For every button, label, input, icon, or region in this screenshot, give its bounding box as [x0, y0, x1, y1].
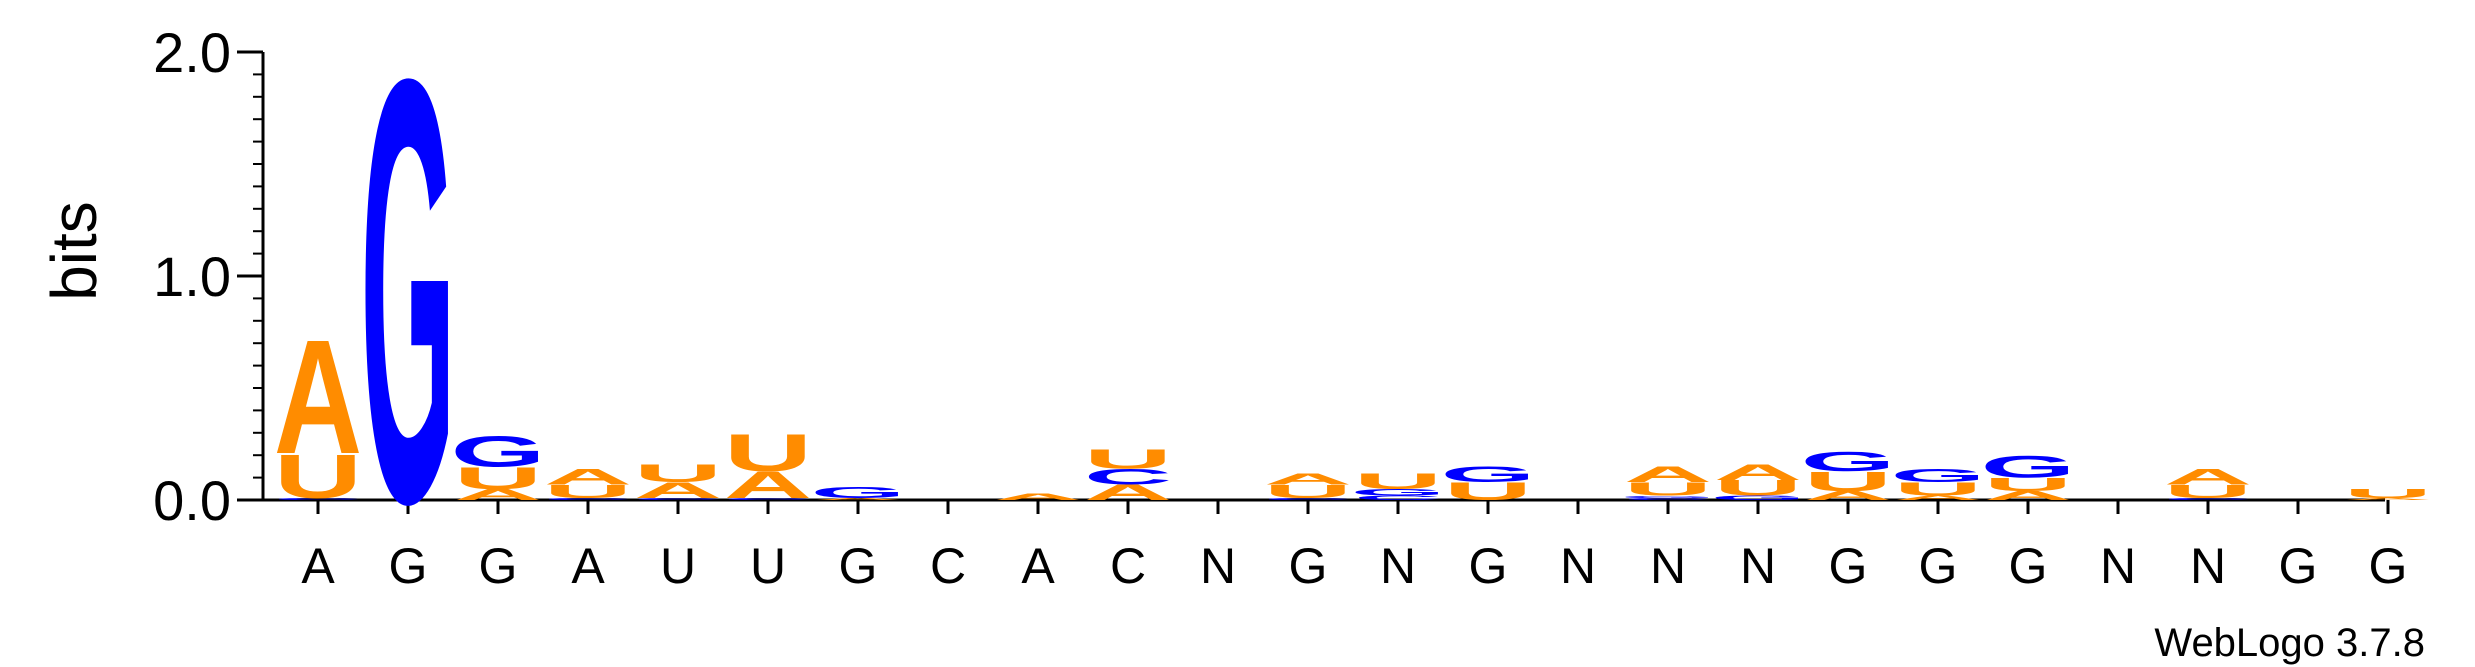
glyph-A: A: [814, 497, 902, 500]
x-tick-label: G: [2369, 538, 2408, 594]
glyph-G: G: [450, 427, 545, 476]
x-tick-label: G: [389, 538, 428, 594]
glyph-A: A: [1084, 480, 1172, 504]
glyph-U: U: [1084, 443, 1172, 474]
x-tick-label: N: [1200, 538, 1236, 594]
glyph-A: A: [1624, 462, 1712, 486]
axis-layer: 0.0 1.0 2.0: [153, 21, 2390, 532]
x-tick-label: G: [839, 538, 878, 594]
glyph-G: G: [1800, 445, 1895, 476]
y-tick-label: 0.0: [153, 469, 231, 532]
glyph-G: G: [1440, 462, 1535, 486]
glyph-G: G: [1980, 449, 2075, 484]
glyph-A: A: [1894, 494, 1982, 501]
y-tick-label: 2.0: [153, 21, 231, 84]
x-tick-label: N: [1560, 538, 1596, 594]
x-tick-label: C: [930, 538, 966, 594]
glyph-U: U: [634, 459, 722, 487]
x-tick-label: G: [1919, 538, 1958, 594]
x-tick-label: A: [301, 538, 335, 594]
x-tick-label: N: [1740, 538, 1776, 594]
glyph-G: G: [1890, 465, 1985, 486]
glyph-C: C: [724, 497, 812, 500]
x-tick-label: G: [1289, 538, 1328, 594]
x-tick-label: G: [2279, 538, 2318, 594]
x-tick-label: G: [1469, 538, 1508, 594]
glyph-U: U: [1264, 481, 1352, 502]
glyph-U: U: [2164, 481, 2252, 502]
x-tick-label: G: [1829, 538, 1868, 594]
weblogo-credit: WebLogo 3.7.8: [2154, 621, 2425, 665]
glyph-G: G: [810, 484, 905, 501]
x-tick-label: U: [660, 538, 696, 594]
x-tick-label: N: [2100, 538, 2136, 594]
glyph-C: C: [1084, 465, 1172, 489]
glyph-U: U: [724, 423, 812, 482]
glyph-U: U: [1444, 477, 1532, 505]
glyph-U: U: [1804, 466, 1892, 497]
glyph-A: A: [1804, 489, 1892, 503]
glyph-U: U: [1894, 479, 1982, 500]
glyph-G: G: [360, 0, 455, 629]
x-tick-label: N: [2190, 538, 2226, 594]
glyph-U: U: [1714, 476, 1802, 500]
glyph-A: A: [1714, 460, 1802, 484]
glyph-C: C: [1624, 497, 1712, 500]
glyph-G: G: [1710, 494, 1805, 501]
glyph-C: C: [274, 497, 362, 500]
glyph-A: A: [2344, 497, 2432, 500]
x-tick-label: N: [1650, 538, 1686, 594]
y-axis-label: bits: [38, 201, 110, 301]
glyph-A: A: [634, 478, 722, 502]
glyph-U: U: [2344, 487, 2432, 501]
glyph-A: A: [724, 464, 812, 506]
glyph-U: U: [454, 460, 542, 495]
glyph-U: U: [544, 481, 632, 502]
glyph-A: A: [2164, 465, 2252, 489]
glyph-C: C: [634, 497, 722, 500]
x-tick-label: N: [1380, 538, 1416, 594]
glyph-U: U: [1984, 474, 2072, 495]
glyph-A: A: [544, 465, 632, 489]
glyph-A: A: [1264, 470, 1352, 487]
x-tick-label: G: [2009, 538, 2048, 594]
x-tick-label: A: [571, 538, 605, 594]
y-tick-label: 1.0: [153, 245, 231, 308]
x-tick-label: A: [1021, 538, 1055, 594]
glyph-C: C: [2164, 497, 2252, 500]
x-tick-label: U: [750, 538, 786, 594]
glyph-A: A: [1984, 489, 2072, 503]
glyph-C: C: [1264, 497, 1352, 500]
glyph-U: U: [1354, 469, 1442, 493]
glyph-A: A: [454, 486, 542, 503]
x-tick-label: C: [1110, 538, 1146, 594]
glyph-C: C: [1354, 494, 1442, 501]
glyph-U: U: [274, 441, 362, 511]
glyph-G: G: [1350, 487, 1445, 497]
glyph-G: G: [1620, 495, 1715, 498]
glyph-A: A: [994, 492, 1082, 502]
x-tick-label: G: [479, 538, 518, 594]
glyph-A: A: [274, 307, 362, 488]
glyph-C: C: [544, 497, 632, 500]
glyph-U: U: [1624, 479, 1712, 500]
